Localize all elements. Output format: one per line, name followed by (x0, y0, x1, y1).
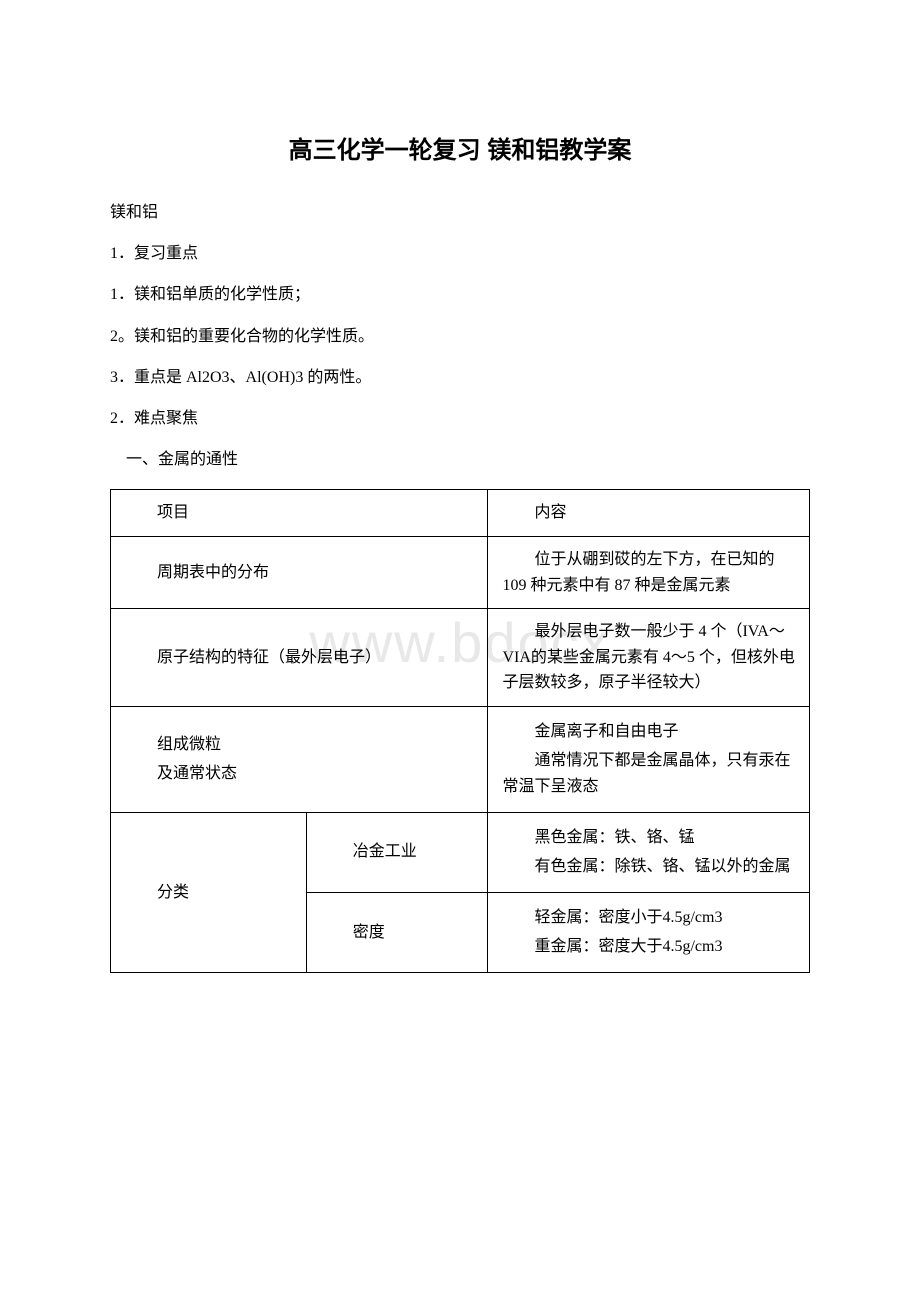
table-row: 组成微粒 及通常状态 金属离子和自由电子 通常情况下都是金属晶体，只有汞在常温下… (111, 706, 810, 812)
table-row: 分类 冶金工业 黑色金属：铁、铬、锰 有色金属：除铁、铬、锰以外的金属 (111, 812, 810, 892)
text-line: 镁和铝 (110, 195, 810, 230)
cell-text: 原子结构的特征（最外层电子） (125, 645, 473, 671)
cell-text: 位于从硼到砹的左下方，在已知的 109 种元素中有 87 种是金属元素 (502, 547, 795, 598)
cell-text: 内容 (502, 500, 795, 526)
table-header-cell: 内容 (488, 490, 810, 537)
text-line: 2．难点聚焦 (110, 401, 810, 436)
table-cell: 最外层电子数一般少于 4 个（IVA～VIA的某些金属元素有 4～5 个，但核外… (488, 609, 810, 707)
text-line: 3．重点是 Al2O3、Al(OH)3 的两性。 (110, 360, 810, 395)
cell-text: 冶金工业 (321, 839, 474, 865)
text-line: 一、金属的通性 (110, 442, 810, 477)
page-title: 高三化学一轮复习 镁和铝教学案 (110, 130, 810, 165)
table-cell: 密度 (306, 892, 488, 972)
cell-text: 金属离子和自由电子 (502, 719, 795, 745)
cell-text: 轻金属：密度小于4.5g/cm3 (502, 905, 795, 931)
cell-text: 密度 (321, 920, 474, 946)
table-cell: 组成微粒 及通常状态 (111, 706, 488, 812)
text-line: 1．复习重点 (110, 236, 810, 271)
cell-text: 有色金属：除铁、铬、锰以外的金属 (502, 854, 795, 880)
cell-text: 最外层电子数一般少于 4 个（IVA～VIA的某些金属元素有 4～5 个，但核外… (502, 619, 795, 696)
table-cell: 原子结构的特征（最外层电子） (111, 609, 488, 707)
cell-text: 通常情况下都是金属晶体，只有汞在常温下呈液态 (502, 748, 795, 799)
cell-text: 组成微粒 (125, 732, 473, 758)
cell-text: 重金属：密度大于4.5g/cm3 (502, 934, 795, 960)
properties-table: 项目 内容 周期表中的分布 位于从硼到砹的左下方，在已知的 109 种元素中有 … (110, 489, 810, 973)
table-header-cell: 项目 (111, 490, 488, 537)
cell-text: 项目 (125, 500, 473, 526)
cell-text: 周期表中的分布 (125, 560, 473, 586)
text-line: 2。镁和铝的重要化合物的化学性质。 (110, 319, 810, 354)
cell-text: 黑色金属：铁、铬、锰 (502, 825, 795, 851)
cell-text: 分类 (125, 880, 292, 906)
table-cell: 分类 (111, 812, 307, 972)
table-row: 原子结构的特征（最外层电子） 最外层电子数一般少于 4 个（IVA～VIA的某些… (111, 609, 810, 707)
table-cell: 黑色金属：铁、铬、锰 有色金属：除铁、铬、锰以外的金属 (488, 812, 810, 892)
table-cell: 位于从硼到砹的左下方，在已知的 109 种元素中有 87 种是金属元素 (488, 536, 810, 608)
table-cell: 金属离子和自由电子 通常情况下都是金属晶体，只有汞在常温下呈液态 (488, 706, 810, 812)
table-cell: 轻金属：密度小于4.5g/cm3 重金属：密度大于4.5g/cm3 (488, 892, 810, 972)
table-header-row: 项目 内容 (111, 490, 810, 537)
text-line: 1．镁和铝单质的化学性质； (110, 277, 810, 312)
cell-text: 及通常状态 (125, 761, 473, 787)
table-row: 周期表中的分布 位于从硼到砹的左下方，在已知的 109 种元素中有 87 种是金… (111, 536, 810, 608)
table-cell: 冶金工业 (306, 812, 488, 892)
table-cell: 周期表中的分布 (111, 536, 488, 608)
